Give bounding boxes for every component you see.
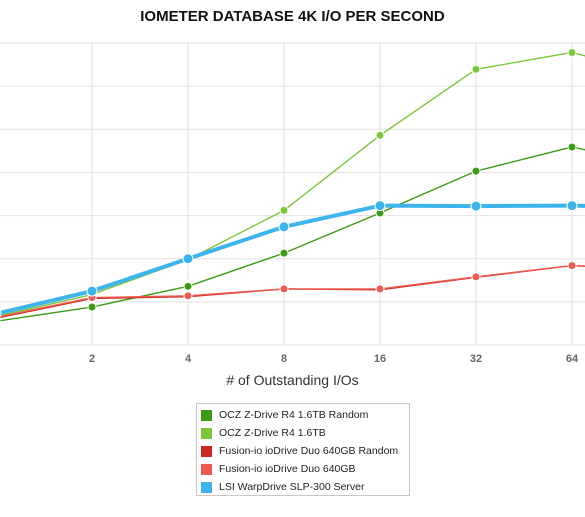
data-point [278, 221, 290, 233]
data-point [566, 200, 578, 212]
series-4 [0, 200, 585, 318]
legend-item: OCZ Z-Drive R4 1.6TB Random [201, 406, 409, 424]
x-tick-label: 64 [566, 353, 579, 365]
x-tick-label: 2 [89, 353, 95, 365]
legend-item: LSI WarpDrive SLP-300 Server [201, 478, 409, 496]
x-tick-label: 16 [374, 353, 386, 365]
legend-swatch [201, 445, 212, 457]
data-point [182, 253, 194, 265]
x-axis-label: # of Outstanding I/Os [226, 372, 359, 388]
legend-swatch [201, 463, 212, 475]
series-0 [0, 142, 585, 324]
data-point [183, 281, 193, 291]
series-line [0, 51, 585, 317]
legend-swatch [201, 409, 212, 421]
data-point [471, 272, 481, 282]
x-tick-label: 32 [470, 353, 482, 365]
data-point [374, 200, 386, 212]
line-chart-plot: 2 4 8 16 32 64 [0, 42, 585, 365]
data-point [87, 302, 97, 312]
series-lines [0, 47, 585, 324]
data-point [86, 285, 98, 297]
grid [0, 42, 585, 346]
data-point [0, 310, 2, 318]
data-point [567, 142, 577, 152]
data-point [470, 200, 482, 212]
series-line [0, 264, 585, 318]
legend-label: LSI WarpDrive SLP-300 Server [219, 481, 365, 493]
data-point [183, 291, 193, 301]
chart-title: IOMETER DATABASE 4K I/O PER SECOND [140, 8, 445, 25]
legend-label: Fusion-io ioDrive Duo 640GB Random [219, 445, 399, 457]
data-point [567, 47, 577, 57]
legend-item: Fusion-io ioDrive Duo 640GB [201, 460, 409, 478]
data-point [279, 284, 289, 294]
legend-label: OCZ Z-Drive R4 1.6TB [219, 427, 326, 439]
legend-item: OCZ Z-Drive R4 1.6TB [201, 424, 409, 442]
legend: OCZ Z-Drive R4 1.6TB Random OCZ Z-Drive R… [196, 403, 410, 496]
legend-label: OCZ Z-Drive R4 1.6TB Random [219, 409, 369, 421]
series-line [0, 203, 585, 316]
data-point [375, 284, 385, 294]
series-line [0, 146, 585, 322]
x-tick-label: 8 [281, 353, 287, 365]
legend-swatch [201, 427, 212, 439]
x-tick-label: 4 [185, 353, 192, 365]
legend-label: Fusion-io ioDrive Duo 640GB [219, 463, 356, 475]
data-point [567, 261, 577, 271]
data-point [279, 248, 289, 258]
legend-item: Fusion-io ioDrive Duo 640GB Random [201, 442, 409, 460]
data-point [279, 205, 289, 215]
data-point [471, 64, 481, 74]
data-point [471, 166, 481, 176]
data-point [375, 130, 385, 140]
legend-swatch [201, 481, 212, 493]
x-tick-labels: 2 4 8 16 32 64 [89, 353, 579, 365]
series-1 [0, 47, 585, 319]
